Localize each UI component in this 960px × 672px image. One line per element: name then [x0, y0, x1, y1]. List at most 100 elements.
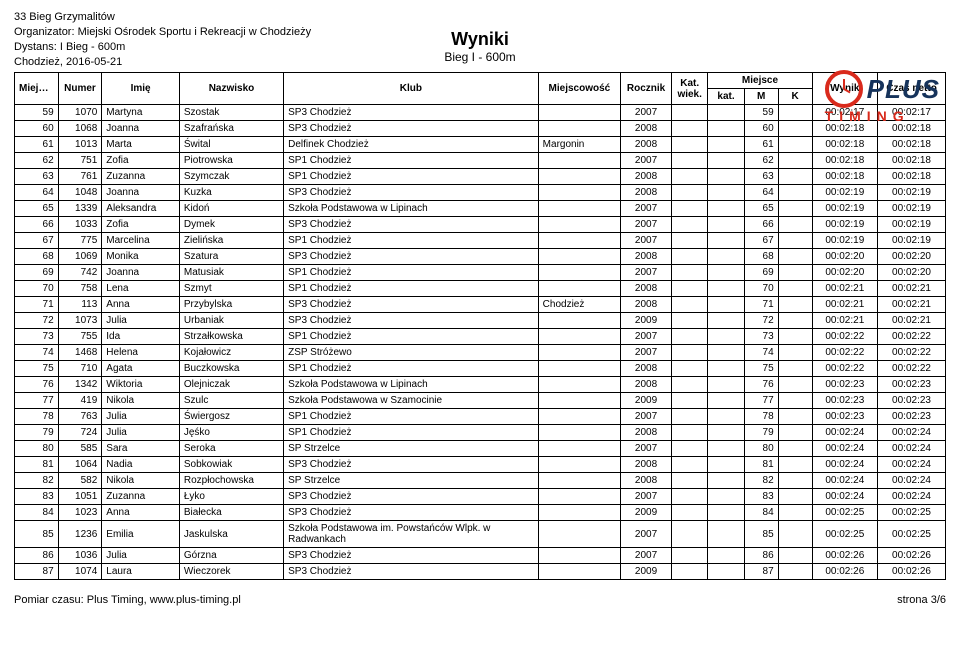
table-cell: Nadia [102, 457, 180, 473]
table-cell: SP3 Chodzież [284, 564, 539, 580]
table-row: 73755IdaStrzałkowskaSP1 Chodzież20077300… [15, 329, 946, 345]
table-cell: SP3 Chodzież [284, 217, 539, 233]
table-cell [672, 137, 708, 153]
table-cell: 763 [58, 409, 102, 425]
table-cell: 00:02:18 [878, 169, 946, 185]
table-cell: 69 [15, 265, 59, 281]
table-cell: Seroka [179, 441, 283, 457]
table-cell: 75 [744, 361, 778, 377]
table-cell: 85 [744, 521, 778, 548]
table-cell [672, 489, 708, 505]
table-cell: Julia [102, 409, 180, 425]
table-cell [708, 281, 744, 297]
table-cell [672, 105, 708, 121]
table-cell: 1064 [58, 457, 102, 473]
table-cell: 83 [15, 489, 59, 505]
table-cell: SP3 Chodzież [284, 185, 539, 201]
table-cell: 2008 [621, 473, 672, 489]
page-footer: Pomiar czasu: Plus Timing, www.plus-timi… [14, 594, 946, 606]
table-cell: SP3 Chodzież [284, 313, 539, 329]
table-cell: Szmyt [179, 281, 283, 297]
page-subtitle: Bieg I - 600m [14, 50, 946, 64]
table-cell [538, 281, 620, 297]
table-cell: 00:02:22 [878, 361, 946, 377]
table-cell: 59 [744, 105, 778, 121]
table-row: 70758LenaSzmytSP1 Chodzież20087000:02:21… [15, 281, 946, 297]
table-cell: 73 [744, 329, 778, 345]
table-cell: 2008 [621, 425, 672, 441]
table-cell: Kidoń [179, 201, 283, 217]
table-row: 661033ZofiaDymekSP3 Chodzież20076600:02:… [15, 217, 946, 233]
table-cell [778, 489, 812, 505]
table-cell: 00:02:24 [878, 457, 946, 473]
table-cell: 1033 [58, 217, 102, 233]
table-cell: 64 [15, 185, 59, 201]
table-cell: Sara [102, 441, 180, 457]
table-cell [672, 361, 708, 377]
table-cell [672, 564, 708, 580]
table-cell [538, 441, 620, 457]
table-cell [538, 329, 620, 345]
table-cell [538, 489, 620, 505]
table-cell [778, 281, 812, 297]
brand-word2: TIMING [825, 108, 940, 124]
table-cell: 00:02:19 [878, 201, 946, 217]
table-cell: Lena [102, 281, 180, 297]
table-cell: Wiktoria [102, 377, 180, 393]
table-cell [708, 169, 744, 185]
table-cell: Szkoła Podstawowa im. Powstańców Wlpk. w… [284, 521, 539, 548]
table-cell [708, 297, 744, 313]
table-cell: 419 [58, 393, 102, 409]
table-cell: 00:02:23 [812, 409, 877, 425]
table-cell: 63 [15, 169, 59, 185]
table-cell: 79 [15, 425, 59, 441]
table-cell: 2007 [621, 345, 672, 361]
table-cell [538, 548, 620, 564]
table-cell: 2008 [621, 121, 672, 137]
table-cell: 751 [58, 153, 102, 169]
table-cell: Przybylska [179, 297, 283, 313]
table-cell: 582 [58, 473, 102, 489]
table-cell: Ida [102, 329, 180, 345]
table-cell: 68 [15, 249, 59, 265]
table-cell: 69 [744, 265, 778, 281]
table-cell: 77 [744, 393, 778, 409]
table-cell: 2007 [621, 489, 672, 505]
table-cell: 00:02:26 [812, 564, 877, 580]
table-cell: Helena [102, 345, 180, 361]
table-cell [708, 393, 744, 409]
table-cell [708, 249, 744, 265]
table-cell [778, 233, 812, 249]
table-cell: 60 [15, 121, 59, 137]
table-cell: SP3 Chodzież [284, 297, 539, 313]
table-cell [672, 409, 708, 425]
table-cell [778, 473, 812, 489]
table-cell: 61 [744, 137, 778, 153]
table-cell: 00:02:23 [878, 409, 946, 425]
table-cell: Łyko [179, 489, 283, 505]
table-cell: 00:02:19 [878, 217, 946, 233]
table-cell: 2007 [621, 201, 672, 217]
col-k: K [778, 89, 812, 105]
table-cell: 62 [15, 153, 59, 169]
table-cell: 00:02:20 [812, 265, 877, 281]
table-cell: 00:02:23 [812, 393, 877, 409]
table-cell [778, 361, 812, 377]
table-cell [708, 233, 744, 249]
table-cell: 73 [15, 329, 59, 345]
table-cell [672, 169, 708, 185]
table-cell: 2007 [621, 153, 672, 169]
table-cell: 86 [15, 548, 59, 564]
table-cell: 113 [58, 297, 102, 313]
table-cell: Urbaniak [179, 313, 283, 329]
table-cell [538, 185, 620, 201]
table-cell: 2009 [621, 393, 672, 409]
table-cell: SP3 Chodzież [284, 505, 539, 521]
table-cell [708, 521, 744, 548]
table-cell [708, 473, 744, 489]
table-cell: 00:02:19 [878, 233, 946, 249]
table-row: 591070MartynaSzostakSP3 Chodzież20075900… [15, 105, 946, 121]
table-cell [672, 201, 708, 217]
table-cell: SP1 Chodzież [284, 265, 539, 281]
table-cell: 80 [744, 441, 778, 457]
